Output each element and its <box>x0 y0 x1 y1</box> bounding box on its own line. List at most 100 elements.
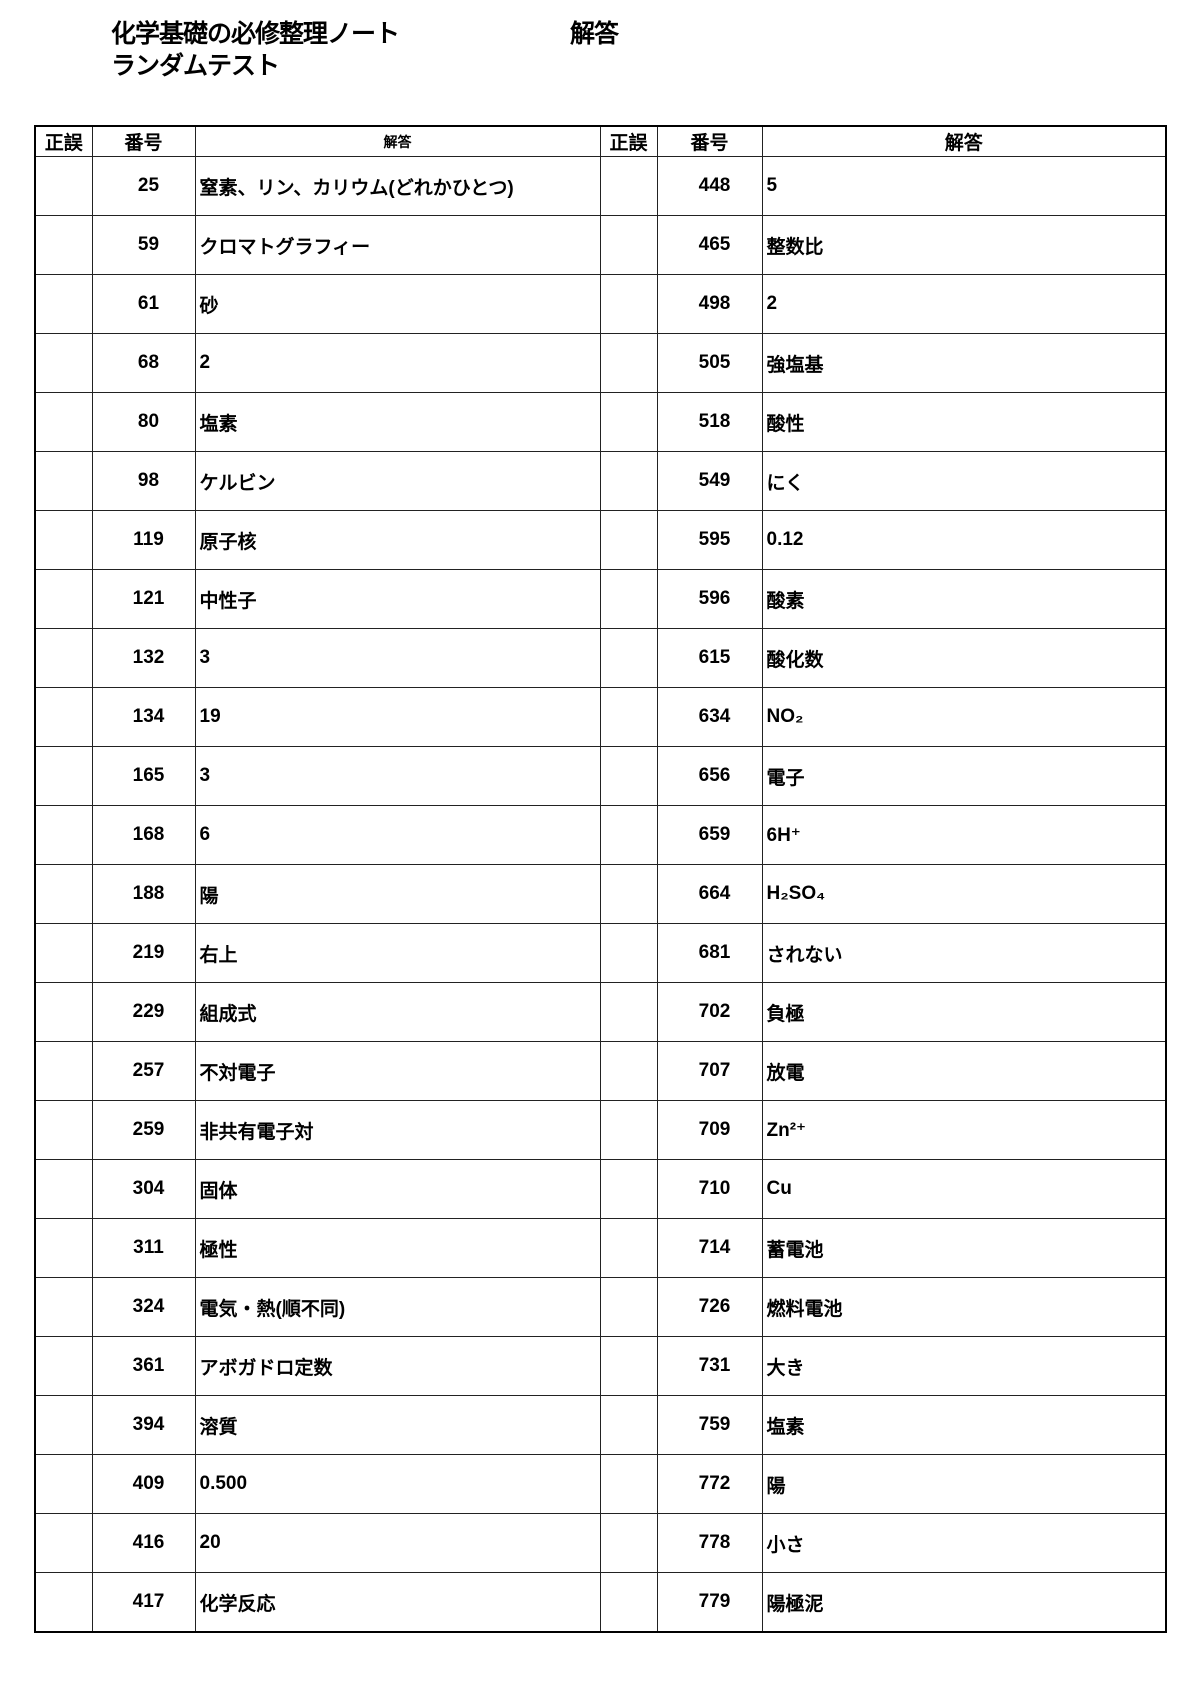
answer-text: 電子 <box>761 746 1167 806</box>
answer-table: 正誤 番号 解答 正誤 番号 解答 25 窒素、リン、カリウム(どれかひとつ) 44… <box>34 125 1167 1633</box>
question-number: 259 <box>91 1100 196 1160</box>
correct-mark-cell <box>34 215 93 275</box>
correct-mark-cell <box>34 274 93 334</box>
answer-text: 塩素 <box>194 392 601 452</box>
question-number: 596 <box>656 569 763 629</box>
table-row: 311 極性 714 蓄電池 <box>34 1218 1167 1278</box>
table-row: 25 窒素、リン、カリウム(どれかひとつ) 448 5 <box>34 156 1167 216</box>
answer-text: 3 <box>194 628 601 688</box>
answer-text: 不対電子 <box>194 1041 601 1101</box>
table-row: 188 陽 664 H₂SO₄ <box>34 864 1167 924</box>
correct-mark-cell <box>34 333 93 393</box>
correct-mark-cell <box>599 1218 658 1278</box>
answer-text: 塩素 <box>761 1395 1167 1455</box>
correct-mark-cell <box>599 1100 658 1160</box>
table-row: 259 非共有電子対 709 Zn²⁺ <box>34 1100 1167 1160</box>
question-number: 394 <box>91 1395 196 1455</box>
question-number: 409 <box>91 1454 196 1514</box>
answer-text: 溶質 <box>194 1395 601 1455</box>
answer-text: 0.500 <box>194 1454 601 1514</box>
correct-mark-cell <box>599 1277 658 1337</box>
answer-text: 酸性 <box>761 392 1167 452</box>
answer-text: 陽極泥 <box>761 1572 1167 1633</box>
correct-mark-cell <box>34 982 93 1042</box>
table-row: 119 原子核 595 0.12 <box>34 510 1167 570</box>
correct-mark-cell <box>599 982 658 1042</box>
answer-text: 整数比 <box>761 215 1167 275</box>
answer-text: 組成式 <box>194 982 601 1042</box>
correct-mark-cell <box>599 628 658 688</box>
correct-mark-cell <box>599 864 658 924</box>
answer-text: 0.12 <box>761 510 1167 570</box>
question-number: 709 <box>656 1100 763 1160</box>
answer-text: Cu <box>761 1159 1167 1219</box>
column-header-number: 番号 <box>656 125 763 157</box>
correct-mark-cell <box>599 746 658 806</box>
correct-mark-cell <box>34 864 93 924</box>
correct-mark-cell <box>34 628 93 688</box>
correct-mark-cell <box>599 1513 658 1573</box>
answer-text: 大き <box>761 1336 1167 1396</box>
answer-text: 小さ <box>761 1513 1167 1573</box>
answer-text: 砂 <box>194 274 601 334</box>
correct-mark-cell <box>34 1218 93 1278</box>
table-row: 134 19 634 NO₂ <box>34 687 1167 747</box>
question-number: 188 <box>91 864 196 924</box>
correct-mark-cell <box>34 1513 93 1573</box>
answer-text: NO₂ <box>761 687 1167 747</box>
correct-mark-cell <box>34 923 93 983</box>
answer-text: 陽 <box>761 1454 1167 1514</box>
question-number: 119 <box>91 510 196 570</box>
question-number: 772 <box>656 1454 763 1514</box>
table-row: 121 中性子 596 酸素 <box>34 569 1167 629</box>
question-number: 25 <box>91 156 196 216</box>
question-number: 219 <box>91 923 196 983</box>
table-row: 59 クロマトグラフィー 465 整数比 <box>34 215 1167 275</box>
question-number: 726 <box>656 1277 763 1337</box>
question-number: 595 <box>656 510 763 570</box>
answer-text: 強塩基 <box>761 333 1167 393</box>
correct-mark-cell <box>34 392 93 452</box>
question-number: 634 <box>656 687 763 747</box>
answer-text: Zn²⁺ <box>761 1100 1167 1160</box>
question-number: 417 <box>91 1572 196 1633</box>
answer-text: 原子核 <box>194 510 601 570</box>
correct-mark-cell <box>599 687 658 747</box>
correct-mark-cell <box>599 1159 658 1219</box>
column-header-correct: 正誤 <box>599 125 658 157</box>
correct-mark-cell <box>599 333 658 393</box>
correct-mark-cell <box>34 510 93 570</box>
answer-text: 非共有電子対 <box>194 1100 601 1160</box>
correct-mark-cell <box>34 1395 93 1455</box>
question-number: 68 <box>91 333 196 393</box>
correct-mark-cell <box>34 805 93 865</box>
answer-text: 中性子 <box>194 569 601 629</box>
correct-mark-cell <box>34 746 93 806</box>
question-number: 304 <box>91 1159 196 1219</box>
answer-text: ケルビン <box>194 451 601 511</box>
answer-text: 酸化数 <box>761 628 1167 688</box>
answer-text: アボガドロ定数 <box>194 1336 601 1396</box>
question-number: 778 <box>656 1513 763 1573</box>
table-row: 80 塩素 518 酸性 <box>34 392 1167 452</box>
answer-text: 固体 <box>194 1159 601 1219</box>
question-number: 61 <box>91 274 196 334</box>
table-row: 409 0.500 772 陽 <box>34 1454 1167 1514</box>
answer-text: にく <box>761 451 1167 511</box>
table-row: 61 砂 498 2 <box>34 274 1167 334</box>
column-header-answer: 解答 <box>761 125 1167 157</box>
question-number: 324 <box>91 1277 196 1337</box>
correct-mark-cell <box>34 1041 93 1101</box>
answer-text: 燃料電池 <box>761 1277 1167 1337</box>
question-number: 448 <box>656 156 763 216</box>
answer-text: 6 <box>194 805 601 865</box>
answer-text: 窒素、リン、カリウム(どれかひとつ) <box>194 156 601 216</box>
correct-mark-cell <box>599 510 658 570</box>
correct-mark-cell <box>599 451 658 511</box>
correct-mark-cell <box>34 1277 93 1337</box>
correct-mark-cell <box>599 215 658 275</box>
question-number: 759 <box>656 1395 763 1455</box>
correct-mark-cell <box>599 1395 658 1455</box>
question-number: 416 <box>91 1513 196 1573</box>
correct-mark-cell <box>34 1336 93 1396</box>
